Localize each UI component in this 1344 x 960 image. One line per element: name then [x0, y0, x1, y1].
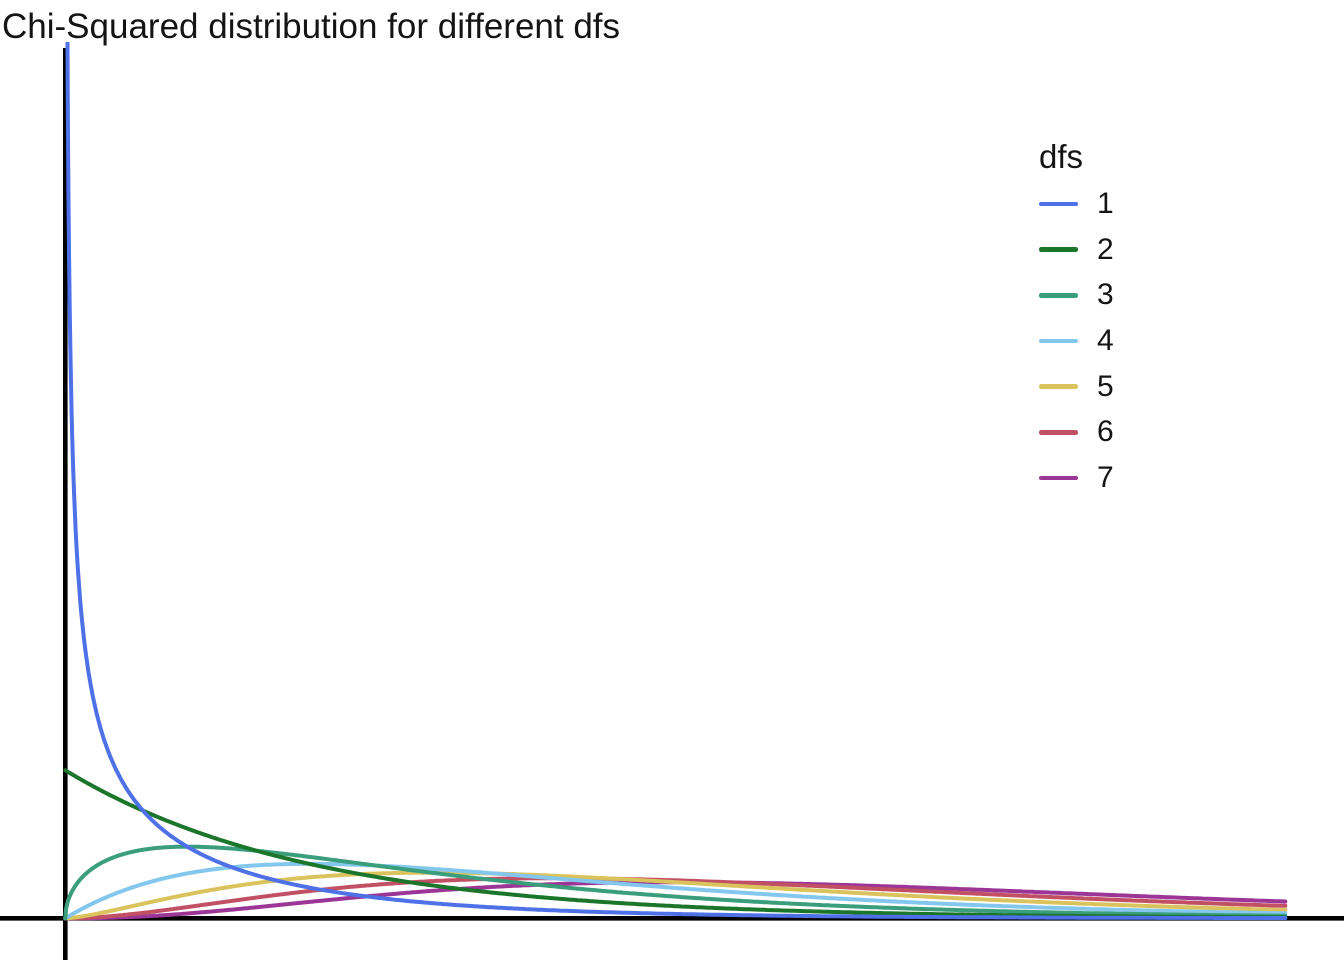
legend-item-7: 7 — [1039, 455, 1114, 501]
legend-label: 3 — [1097, 278, 1114, 312]
chart-title: Chi-Squared distribution for different d… — [2, 7, 621, 46]
legend-item-4: 4 — [1039, 318, 1114, 364]
legend-swatch-icon — [1039, 475, 1078, 481]
legend-item-1: 1 — [1039, 181, 1114, 227]
legend-swatch-icon — [1039, 247, 1078, 252]
legend-label: 2 — [1097, 232, 1114, 266]
curve-df-7 — [63, 880, 1288, 921]
legend-label: 1 — [1097, 186, 1114, 220]
legend-item-6: 6 — [1039, 409, 1114, 455]
legend-swatch-icon — [1039, 338, 1078, 344]
legend-swatch-icon — [1039, 384, 1078, 389]
legend-label: 6 — [1097, 415, 1114, 449]
legend-swatch-icon — [1039, 201, 1078, 207]
legend-label: 5 — [1097, 369, 1114, 403]
legend-item-5: 5 — [1039, 364, 1114, 410]
curves-group — [63, 42, 1288, 921]
curve-df-2 — [63, 768, 1288, 920]
legend-item-3: 3 — [1039, 272, 1114, 318]
legend-title: dfs — [1039, 138, 1084, 175]
curve-df-6 — [63, 876, 1288, 921]
legend-label: 4 — [1097, 323, 1114, 357]
curve-df-1 — [65, 42, 1288, 920]
legend-swatch-icon — [1039, 429, 1078, 435]
legend: 1 2 3 4 5 6 7 — [1039, 181, 1114, 501]
legend-item-2: 2 — [1039, 227, 1114, 273]
legend-swatch-icon — [1039, 292, 1078, 298]
curve-df-3 — [63, 844, 1288, 921]
curve-df-4 — [63, 861, 1288, 921]
legend-label: 7 — [1097, 460, 1114, 494]
